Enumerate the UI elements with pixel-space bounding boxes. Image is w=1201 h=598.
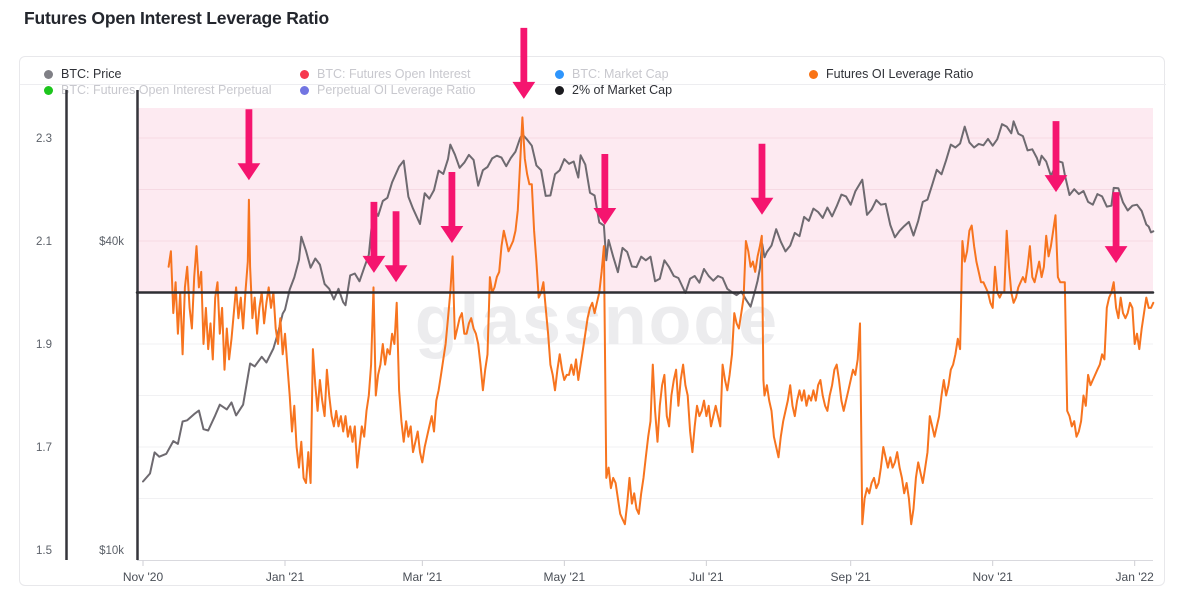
- legend-label: Perpetual OI Leverage Ratio: [317, 83, 476, 97]
- legend-dot-icon: [555, 69, 564, 79]
- legend-item-futures-oi-leverage-ratio[interactable]: Futures OI Leverage Ratio: [809, 67, 973, 81]
- page-title: Futures Open Interest Leverage Ratio: [24, 8, 329, 28]
- legend-dot-icon: [300, 69, 309, 79]
- legend-label: BTC: Price: [61, 67, 122, 81]
- legend-item-2-of-market-cap[interactable]: 2% of Market Cap: [555, 83, 672, 97]
- legend-label: 2% of Market Cap: [572, 83, 673, 97]
- legend-dot-icon: [44, 85, 53, 95]
- legend-label: Futures OI Leverage Ratio: [826, 67, 974, 81]
- legend-item-btc-price[interactable]: BTC: Price: [44, 67, 121, 81]
- legend-dot-icon: [555, 85, 564, 95]
- legend-dot-icon: [809, 69, 818, 79]
- legend-label: BTC: Market Cap: [572, 67, 669, 81]
- legend-item-btc-market-cap[interactable]: BTC: Market Cap: [555, 67, 669, 81]
- legend-dot-icon: [300, 85, 309, 95]
- legend-item-btc-futures-open-interest-perpetual[interactable]: BTC: Futures Open Interest Perpetual: [44, 83, 272, 97]
- legend-label: BTC: Futures Open Interest: [317, 67, 471, 81]
- chart-card: BTC: Price BTC: Futures Open Interest BTC:…: [19, 56, 1165, 586]
- legend-item-btc-futures-open-interest[interactable]: BTC: Futures Open Interest: [300, 67, 471, 81]
- legend-item-perpetual-oi-leverage-ratio[interactable]: Perpetual OI Leverage Ratio: [300, 83, 475, 97]
- legend-dot-icon: [44, 69, 53, 79]
- legend-label: BTC: Futures Open Interest Perpetual: [61, 83, 272, 97]
